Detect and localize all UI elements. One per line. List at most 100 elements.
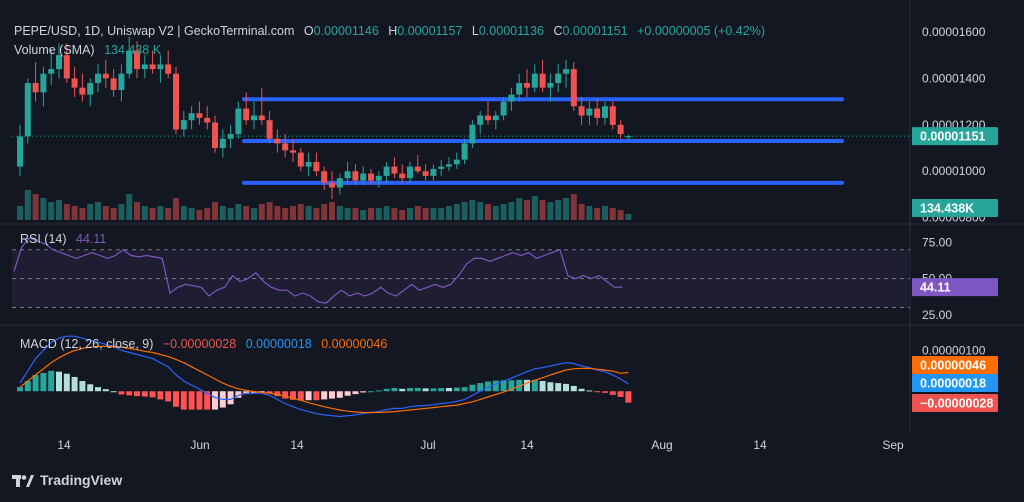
change-value: +0.00000005 (+0.42%) bbox=[637, 24, 765, 38]
macd-hist-bar bbox=[118, 391, 125, 395]
volume-bar bbox=[24, 190, 31, 220]
candle-body bbox=[24, 83, 31, 137]
macd-hist-bar bbox=[461, 387, 468, 392]
volume-bar bbox=[368, 208, 374, 220]
volume-value: 134.438 K bbox=[104, 43, 162, 57]
price-badges: 0.00001151 134.438K 44.11 0.00000046 0.00000… bbox=[912, 127, 998, 412]
volume-bar bbox=[266, 202, 273, 220]
x-tick-label: Sep bbox=[882, 438, 904, 452]
candle-body bbox=[235, 108, 242, 135]
macd-legend: MACD (12, 26, close, 9) −0.00000028 0.00… bbox=[20, 337, 387, 351]
volume-bar bbox=[118, 204, 125, 220]
macd-hist-bar bbox=[602, 391, 608, 393]
rsi-badge: 44.11 bbox=[920, 281, 951, 295]
macd-hist-bar bbox=[243, 391, 250, 395]
volume-bar bbox=[149, 208, 156, 220]
last-price-badge-bg bbox=[912, 127, 998, 146]
last-price-badge: 0.00001151 bbox=[920, 130, 985, 144]
volume-bar bbox=[165, 208, 172, 220]
macd-label[interactable]: MACD (12, 26, close, 9) bbox=[20, 337, 154, 351]
candle-body bbox=[180, 120, 187, 130]
signal-line bbox=[19, 345, 629, 414]
symbol-title[interactable]: PEPE/USD, 1D, Uniswap V2 | GeckoTerminal… bbox=[14, 24, 295, 38]
macd-hist-bar bbox=[48, 370, 55, 392]
macd-hist-bar bbox=[609, 391, 616, 395]
volume-bar bbox=[212, 202, 218, 220]
volume-bar bbox=[399, 210, 406, 220]
rsi-value: 44.11 bbox=[76, 232, 107, 246]
macd-hist-bar bbox=[477, 383, 484, 392]
macd-hist-bar bbox=[188, 391, 195, 410]
macd-hist-bar bbox=[453, 387, 460, 392]
candle-body bbox=[56, 55, 62, 70]
macd-hist-bar bbox=[344, 391, 351, 396]
macd-hist-bar bbox=[24, 381, 31, 392]
x-tick-label: 14 bbox=[290, 438, 304, 452]
volume-bar bbox=[594, 208, 601, 220]
rsi-tick-label: 75.00 bbox=[922, 235, 952, 249]
macd-value-badge: −0.00000028 bbox=[920, 397, 993, 411]
volume-bar bbox=[227, 208, 234, 220]
macd-hist-bar bbox=[399, 388, 406, 392]
macd-hist-bar bbox=[290, 391, 296, 400]
volume-bar bbox=[243, 206, 250, 220]
macd-hist-bar bbox=[555, 383, 562, 392]
candle-body bbox=[375, 175, 382, 181]
candle-body bbox=[461, 143, 468, 160]
volume-bar bbox=[555, 200, 562, 220]
candle-body bbox=[71, 78, 78, 88]
rsi-legend: RSI (14) 44.11 bbox=[20, 232, 106, 246]
candle-body bbox=[87, 83, 94, 95]
macd-pane bbox=[17, 335, 632, 418]
volume-bar bbox=[126, 194, 133, 220]
watermark-text: TradingView bbox=[40, 472, 123, 488]
candle-body bbox=[126, 50, 133, 74]
macd-hist-bar bbox=[391, 387, 398, 392]
macd-hist-bar bbox=[446, 387, 452, 392]
macd-hist-bar bbox=[500, 380, 507, 392]
volume-bar bbox=[524, 200, 530, 220]
volume-bar bbox=[492, 206, 499, 220]
macd-line bbox=[19, 335, 629, 418]
macd-hist-bar bbox=[485, 381, 491, 392]
volume-bar bbox=[235, 204, 242, 220]
support-resistance-levels bbox=[12, 97, 910, 185]
rsi-label[interactable]: RSI (14) bbox=[20, 232, 67, 246]
x-tick-label: 14 bbox=[57, 438, 71, 452]
volume-bar bbox=[141, 206, 148, 220]
volume-bar bbox=[305, 206, 312, 220]
candle-body bbox=[602, 106, 608, 118]
candle-body bbox=[212, 122, 218, 149]
candle-body bbox=[524, 83, 530, 88]
candle-body bbox=[430, 168, 437, 176]
macd-signal-badge: 0.00000018 bbox=[920, 377, 986, 391]
close-value: 0.00001151 bbox=[562, 24, 628, 38]
volume-bar bbox=[102, 206, 109, 220]
volume-bar bbox=[63, 204, 70, 220]
macd-hist-bar bbox=[87, 384, 94, 392]
volume-bar bbox=[204, 208, 211, 220]
macd-hist-bar bbox=[126, 391, 133, 396]
macd-hist-bar bbox=[266, 391, 273, 394]
candle-body bbox=[48, 69, 55, 74]
tradingview-watermark[interactable]: TradingView bbox=[12, 472, 122, 488]
volume-label[interactable]: Volume (SMA) bbox=[14, 43, 95, 57]
x-tick-label: Jul bbox=[420, 438, 435, 452]
candles bbox=[17, 36, 632, 200]
volume-bar bbox=[336, 206, 343, 220]
volume-bar bbox=[446, 206, 452, 220]
candle-body bbox=[391, 166, 398, 174]
volume-bar bbox=[391, 208, 398, 220]
volume-bar bbox=[180, 206, 187, 220]
volume-badge: 134.438K bbox=[920, 202, 974, 216]
candle-body bbox=[134, 50, 140, 70]
macd-hist-bar bbox=[469, 384, 476, 392]
candle-body bbox=[531, 73, 538, 88]
candle-body bbox=[188, 113, 195, 121]
x-tick-label: 14 bbox=[753, 438, 767, 452]
macd-hist-bar bbox=[438, 387, 445, 392]
macd-hist-bar bbox=[313, 391, 320, 401]
candle-body bbox=[258, 115, 265, 121]
candle-body bbox=[508, 94, 515, 102]
